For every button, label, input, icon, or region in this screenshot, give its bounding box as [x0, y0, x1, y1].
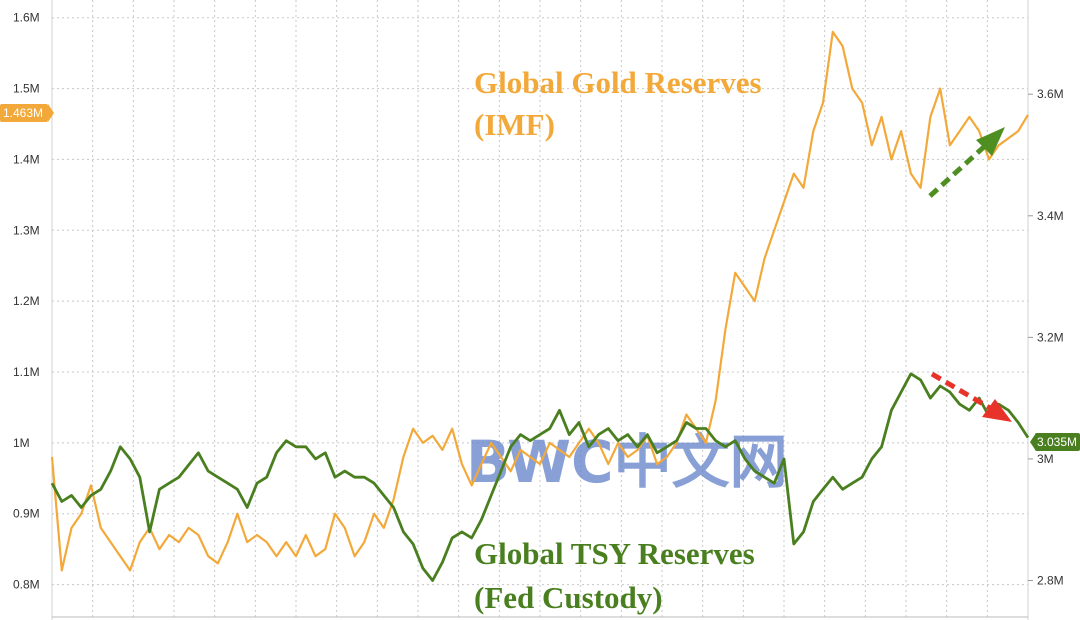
right-tick-label: 3.2M: [1037, 330, 1064, 344]
left-tick-label: 1.5M: [13, 82, 40, 96]
right-last-value-text: 3.035M: [1037, 435, 1077, 449]
left-tick-label: 0.8M: [13, 578, 40, 592]
left-tick-label: 0.9M: [13, 507, 40, 521]
right-tick-label: 3.4M: [1037, 209, 1064, 223]
right-tick-label: 3M: [1037, 452, 1054, 466]
left-last-value-text: 1.463M: [3, 106, 43, 120]
tsy-series-label-line1: Global TSY Reserves: [474, 536, 755, 571]
left-last-value-badge: 1.463M: [0, 104, 54, 122]
left-tick-label: 1.4M: [13, 152, 40, 166]
watermark-text: BWC中文网: [466, 428, 788, 496]
red-down-arrow-icon: [930, 371, 1012, 422]
right-tick-label: 3.6M: [1037, 87, 1064, 101]
left-tick-label: 1.1M: [13, 365, 40, 379]
gold-series-label-line2: (IMF): [474, 107, 555, 142]
green-up-arrow-icon: [928, 127, 1005, 198]
gold-series-label-line1: Global Gold Reserves: [474, 65, 762, 100]
series-line-gold-reserves: [50, 30, 1029, 572]
tsy-series-label-line2: (Fed Custody): [474, 580, 663, 615]
left-axis-ticks: 0.8M 0.9M 1M 1.1M 1.2M 1.3M 1.4M 1.5M 1.6M: [13, 11, 40, 592]
right-tick-label: 2.8M: [1037, 573, 1064, 587]
left-tick-label: 1.2M: [13, 294, 40, 308]
vertical-gridlines: [92, 0, 988, 620]
right-last-value-badge: 3.035M: [1030, 433, 1080, 451]
right-axis-ticks: 2.8M 3M 3.2M 3.4M 3.6M: [1028, 87, 1064, 587]
left-tick-label: 1.6M: [13, 11, 40, 25]
left-tick-label: 1.3M: [13, 223, 40, 237]
series-line-tsy-reserves: [50, 372, 1030, 582]
left-tick-label: 1M: [13, 436, 30, 450]
